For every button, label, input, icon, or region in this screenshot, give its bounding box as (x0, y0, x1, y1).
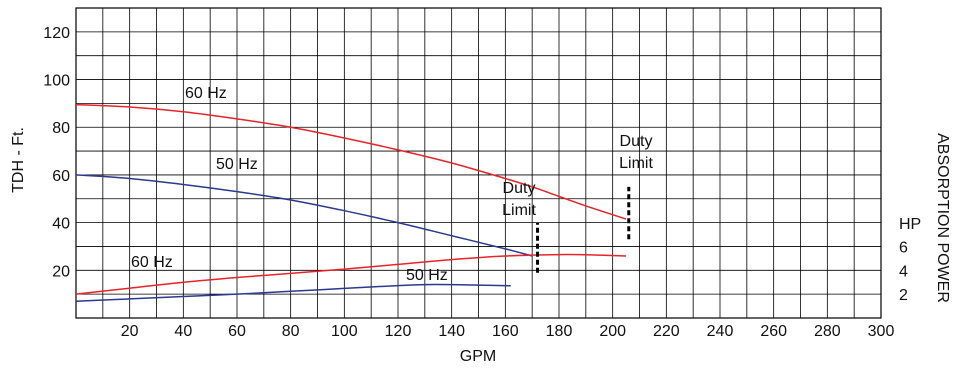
x-tick-label: 80 (282, 323, 300, 340)
duty-limit-markers (536, 186, 631, 273)
x-tick-label: 40 (174, 323, 192, 340)
series-line-head-60hz (75, 103, 627, 220)
curve-label-head-50hz: 50 Hz (216, 156, 258, 173)
y-tick-label: 100 (43, 73, 70, 90)
curve-label-power-60hz: 60 Hz (131, 254, 173, 271)
x-tick-label: 220 (653, 323, 680, 340)
x-tick-label: 20 (121, 323, 139, 340)
x-tick-label: 300 (868, 323, 895, 340)
curve-label-head-60hz: 60 Hz (185, 85, 227, 102)
x-tick-label: 180 (546, 323, 573, 340)
y2-axis-title: ABSORPTION POWER (934, 133, 951, 303)
duty-limit-label-1b: Limit (502, 202, 536, 219)
y-tick-label: 80 (52, 120, 70, 137)
y-tick-label: 120 (43, 25, 70, 42)
y2-tick-label: 2 (899, 287, 908, 304)
y-tick-label: 60 (52, 168, 70, 185)
duty-limit-label-2b: Limit (619, 155, 653, 172)
y-axis-title: TDH - Ft. (10, 127, 27, 193)
curve-label-power-50hz: 50 Hz (406, 267, 448, 284)
tick-labels: 20 40 60 80 100 120 140 160 180 200 220 240 260 280 30… (43, 25, 908, 340)
x-tick-label: 100 (331, 323, 358, 340)
curves (75, 103, 627, 303)
x-axis-title: GPM (460, 348, 496, 365)
x-tick-label: 260 (760, 323, 787, 340)
y-tick-label: 20 (52, 263, 70, 280)
x-tick-label: 280 (814, 323, 841, 340)
duty-limit-label-2a: Duty (620, 133, 653, 150)
series-line-power-50hz (75, 283, 511, 303)
grid (75, 7, 882, 319)
x-tick-label: 200 (599, 323, 626, 340)
x-tick-label: 60 (228, 323, 246, 340)
duty-limit-label-1a: Duty (503, 180, 536, 197)
x-tick-label: 120 (385, 323, 412, 340)
y2-tick-label: 6 (899, 239, 908, 256)
x-tick-label: 140 (438, 323, 465, 340)
series-line-power-60hz (75, 253, 627, 295)
y-tick-label: 40 (52, 216, 70, 233)
y2-unit-label: HP (899, 216, 921, 233)
series-line-head-50hz (75, 174, 533, 257)
y2-tick-label: 4 (899, 263, 908, 280)
x-tick-label: 160 (492, 323, 519, 340)
x-tick-label: 240 (707, 323, 734, 340)
